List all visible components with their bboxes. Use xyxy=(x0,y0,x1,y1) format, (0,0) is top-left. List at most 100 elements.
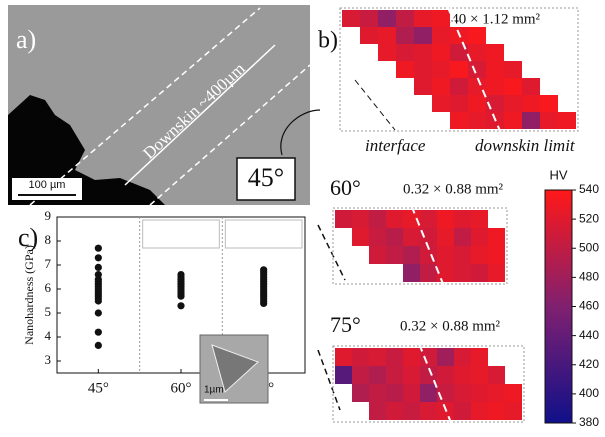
map-cell xyxy=(352,228,369,246)
map-cell xyxy=(471,348,488,366)
map-cell xyxy=(420,348,437,366)
legend-box xyxy=(224,219,303,249)
y-tick-label: 8 xyxy=(45,232,52,247)
map-cell xyxy=(386,348,403,366)
colorbar-tick-label: 400 xyxy=(579,386,599,400)
map-cell xyxy=(386,384,403,402)
annotation: downskin limit xyxy=(475,136,576,155)
interface-line xyxy=(317,349,341,411)
map-cell xyxy=(437,246,454,264)
map-cell xyxy=(386,228,403,246)
map-cell xyxy=(432,44,450,61)
point xyxy=(94,328,102,336)
y-tick-label: 6 xyxy=(45,280,52,295)
map-cell xyxy=(454,366,471,384)
dashed-line xyxy=(149,64,311,206)
map-cell xyxy=(369,348,386,366)
map-cell xyxy=(468,44,486,61)
colorbar xyxy=(544,189,573,424)
map-cell xyxy=(420,366,437,384)
map-area: 0.32 × 0.88 mm² xyxy=(403,181,504,197)
map-cell xyxy=(488,384,505,402)
map-cell xyxy=(335,366,352,384)
map-cell xyxy=(437,348,454,366)
interface-line xyxy=(317,224,346,281)
y-axis-label: Nanohardness (GPa) xyxy=(22,245,36,345)
map-cell xyxy=(403,228,420,246)
map-cell xyxy=(420,384,437,402)
downskin-line xyxy=(418,343,453,425)
colorbar-tick-label: 440 xyxy=(579,328,599,342)
map-cell xyxy=(488,402,505,420)
map-cell xyxy=(369,210,386,228)
legend-box xyxy=(142,219,220,249)
point xyxy=(94,254,102,262)
point xyxy=(94,297,102,305)
map-cell xyxy=(335,210,352,228)
panel-label: b) xyxy=(318,28,338,54)
y-tick-label: 3 xyxy=(45,352,52,367)
point xyxy=(94,309,102,317)
map-cell xyxy=(420,264,437,282)
map-cell xyxy=(468,78,486,95)
map-cell xyxy=(468,95,486,112)
map-cell xyxy=(450,112,468,129)
map-cell xyxy=(414,78,432,95)
map-cell xyxy=(504,112,522,129)
map-cell xyxy=(471,366,488,384)
map-cell xyxy=(540,95,558,112)
map-cell xyxy=(420,210,437,228)
map-cell xyxy=(540,112,558,129)
map-cell xyxy=(414,61,432,78)
map-cell xyxy=(437,366,454,384)
colorbar-tick-label: 460 xyxy=(579,299,599,313)
map-cell xyxy=(386,402,403,420)
map-cell xyxy=(437,264,454,282)
colorbar-title: HV xyxy=(549,167,567,182)
point xyxy=(260,299,268,307)
map-cell xyxy=(450,61,468,78)
map-cell xyxy=(414,27,432,44)
colorbar-tick-label: 380 xyxy=(579,415,599,429)
map-cell xyxy=(471,210,488,228)
annotation: interface xyxy=(365,136,426,155)
map-cell xyxy=(471,402,488,420)
map-cell xyxy=(352,348,369,366)
map-cell xyxy=(369,228,386,246)
colorbar-tick-label: 540 xyxy=(579,182,599,196)
map-cell xyxy=(454,402,471,420)
map-cell xyxy=(437,210,454,228)
map-cell xyxy=(486,44,504,61)
panel-label: c) xyxy=(18,223,38,252)
point xyxy=(94,341,102,349)
map-frame xyxy=(339,7,579,132)
map-cell xyxy=(432,27,450,44)
map-cell xyxy=(378,27,396,44)
map-cell xyxy=(505,384,522,402)
map-cell xyxy=(432,78,450,95)
map-angle: 60° xyxy=(330,175,361,200)
angle-label: 45° xyxy=(248,163,284,192)
point xyxy=(177,292,185,300)
map-cell xyxy=(454,246,471,264)
map-cell xyxy=(432,95,450,112)
map-cell xyxy=(378,44,396,61)
map-cell xyxy=(522,112,540,129)
map-cell xyxy=(468,112,486,129)
y-tick-label: 4 xyxy=(45,328,52,343)
map-cell xyxy=(468,27,486,44)
map-cell xyxy=(505,402,522,420)
map-cell xyxy=(369,246,386,264)
map-cell xyxy=(488,246,505,264)
map-cell xyxy=(504,78,522,95)
point xyxy=(94,244,102,252)
map-cell xyxy=(450,44,468,61)
map-cell xyxy=(454,264,471,282)
map-cell xyxy=(504,61,522,78)
map-cell xyxy=(386,246,403,264)
map-cell xyxy=(437,228,454,246)
map-cell xyxy=(352,210,369,228)
map-cell xyxy=(360,10,378,27)
map-cell xyxy=(454,228,471,246)
angle-box xyxy=(236,157,296,201)
